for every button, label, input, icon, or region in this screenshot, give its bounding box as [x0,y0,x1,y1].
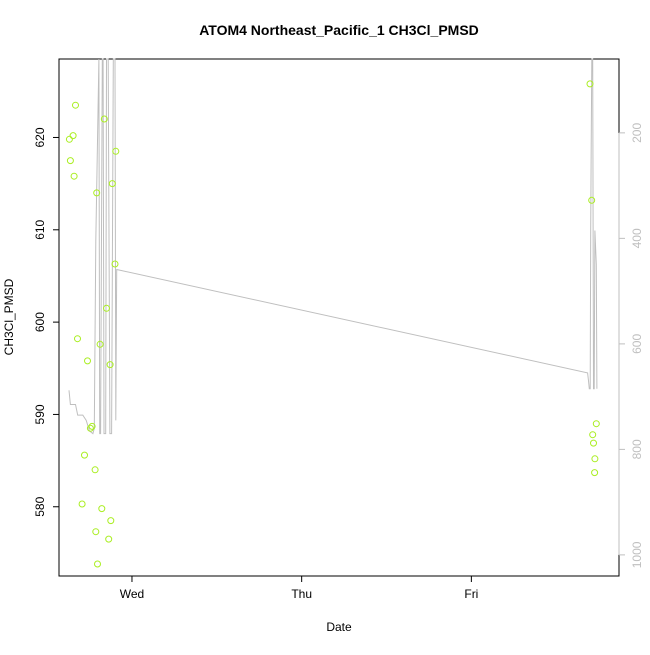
data-point [107,517,115,525]
data-point [65,135,73,143]
data-point [106,361,114,369]
y2-tick-label: 600 [630,334,644,354]
data-point [108,180,116,188]
y2-axis: 200 400 600 800 1000 [618,123,644,568]
chart-title: ATOM4 Northeast_Pacific_1 CH3Cl_PMSD [199,22,479,38]
y-tick-label: 600 [33,312,47,332]
data-point [112,147,120,155]
line-layer [68,58,598,435]
x-tick-label: Thu [291,587,312,601]
x-axis-label: Date [326,620,352,634]
x-tick-label: Fri [464,587,478,601]
data-point [78,500,86,508]
data-point [96,340,104,348]
data-point [100,115,108,123]
data-point [586,80,594,88]
data-point [93,189,101,197]
x-axis: Wed Thu Fri [120,576,478,601]
data-point [591,469,599,477]
series-line-altitude [68,58,598,435]
y2-tick-label: 1000 [630,541,644,568]
y-tick-label: 620 [33,127,47,147]
x-tick-label: Wed [120,587,144,601]
data-point [98,505,106,513]
data-point [91,466,99,474]
data-point [86,424,94,432]
data-point [590,439,597,447]
data-point [84,357,91,365]
data-point [70,172,78,180]
points-layer [65,80,600,568]
data-point [66,157,74,165]
data-point [105,535,113,543]
y-tick-label: 580 [33,496,47,516]
data-point [92,528,100,536]
data-point [81,451,88,459]
data-point [588,196,596,204]
data-point [589,431,597,439]
data-point [88,422,96,430]
y-tick-label: 610 [33,219,47,239]
plot-frame [58,58,620,577]
data-point [94,560,101,568]
y-axis-label: CH3Cl_PMSD [2,278,16,355]
y2-tick-label: 800 [630,439,644,459]
y-axis: 580 590 600 610 620 [33,127,60,517]
data-point [591,455,599,463]
data-point [592,420,600,428]
data-point [103,304,110,312]
data-point [74,335,81,343]
data-point [69,132,77,140]
data-point [111,260,119,268]
y2-tick-label: 200 [630,123,644,143]
y-tick-label: 590 [33,404,47,424]
data-point [72,101,79,109]
y2-tick-label: 400 [630,228,644,248]
